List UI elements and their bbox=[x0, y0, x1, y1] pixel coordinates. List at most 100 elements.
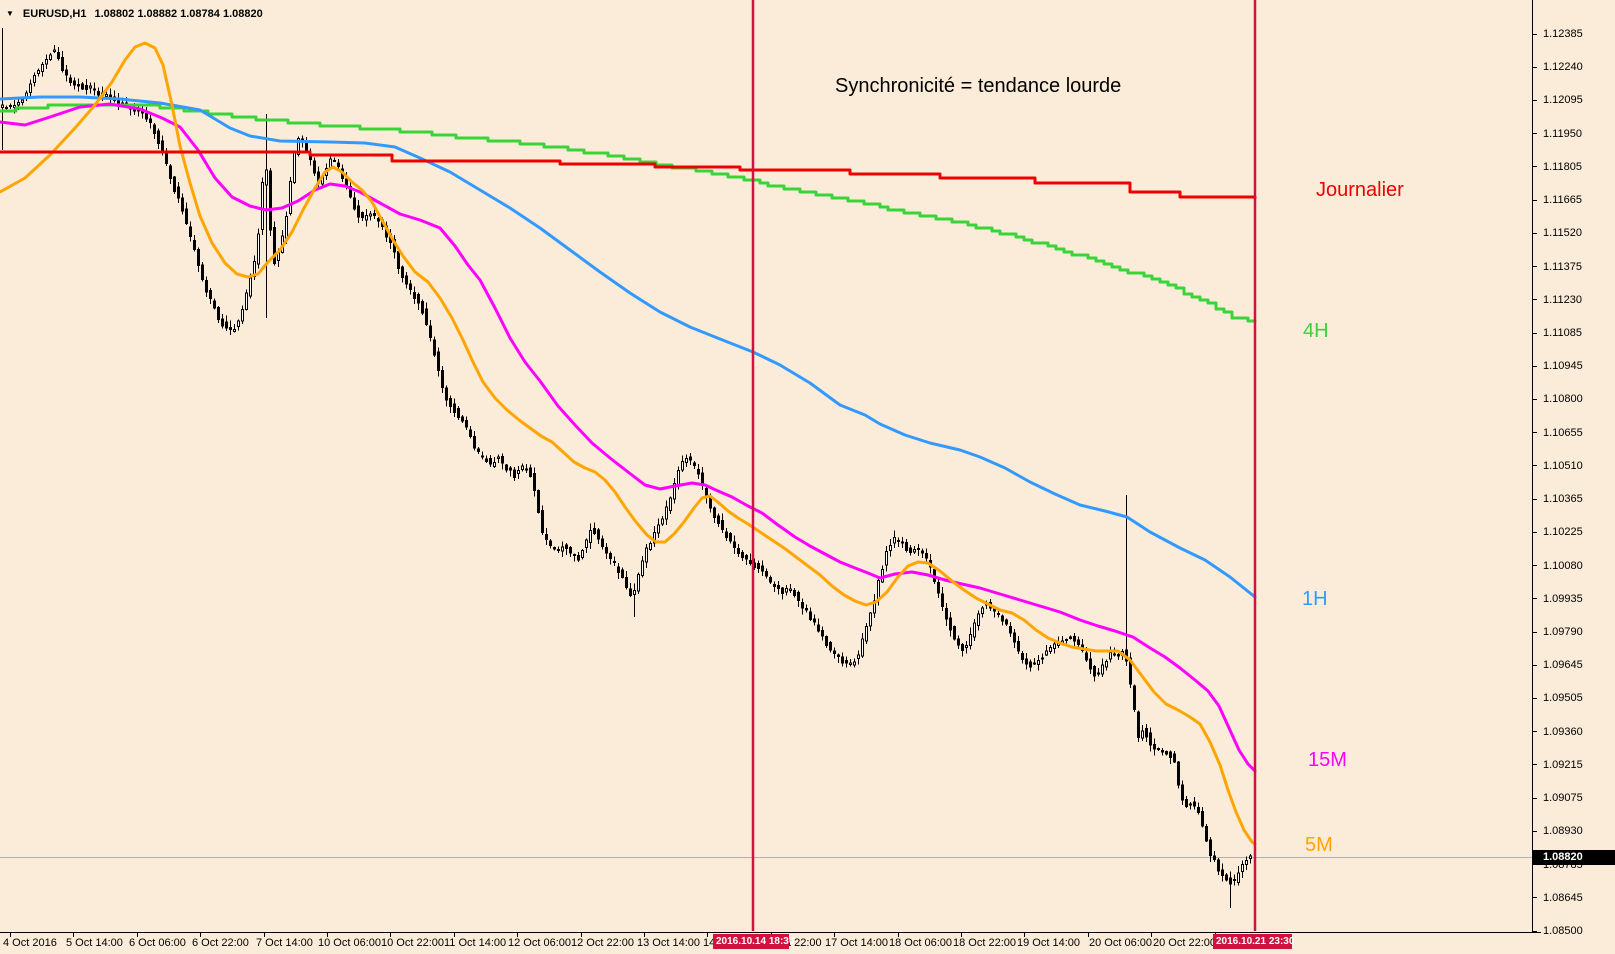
price-tick-mark bbox=[1532, 266, 1537, 268]
candle-down bbox=[745, 555, 748, 560]
ma-line-journalier bbox=[0, 150, 1257, 200]
candle-down bbox=[1097, 672, 1100, 675]
candle-down bbox=[481, 455, 484, 458]
candle-down bbox=[217, 307, 220, 320]
price-tick-label: 1.10225 bbox=[1543, 526, 1583, 539]
time-tick-label: 20 Oct 22:00 bbox=[1153, 937, 1216, 949]
candle-down bbox=[769, 577, 772, 583]
candle-down bbox=[1017, 640, 1020, 652]
candle-down bbox=[1093, 666, 1096, 677]
time-tick-label: 13 Oct 14:00 bbox=[637, 937, 700, 949]
candle-down bbox=[625, 577, 628, 588]
candle-down bbox=[841, 656, 844, 664]
candle-up bbox=[289, 180, 292, 214]
candle-down bbox=[629, 588, 632, 597]
candle-up bbox=[1041, 657, 1044, 660]
candle-down bbox=[1201, 810, 1204, 827]
candle-up bbox=[261, 182, 264, 230]
candle-up bbox=[249, 277, 252, 297]
price-tick-label: 1.08645 bbox=[1543, 891, 1583, 904]
candle-down bbox=[505, 464, 508, 471]
candle-up bbox=[917, 548, 920, 551]
candle-down bbox=[213, 300, 216, 309]
candle-down bbox=[921, 550, 924, 554]
candle-down bbox=[1197, 806, 1200, 813]
candle-up bbox=[285, 216, 288, 239]
time-tick-mark bbox=[200, 933, 202, 937]
time-axis[interactable]: 4 Oct 2016 5 Oct 14:00 6 Oct 06:00 6 Oct 22… bbox=[0, 933, 1615, 954]
candle-down bbox=[397, 250, 400, 269]
candle-down bbox=[793, 590, 796, 596]
price-tick-label: 1.10080 bbox=[1543, 559, 1583, 572]
ma-line-1h bbox=[0, 95, 1257, 599]
candle-down bbox=[313, 160, 316, 174]
candle-down bbox=[717, 515, 720, 525]
candle-up bbox=[865, 626, 868, 642]
candle-down bbox=[993, 608, 996, 612]
price-tick-mark bbox=[1532, 232, 1537, 234]
time-tick-label: 6 Oct 22:00 bbox=[192, 937, 249, 949]
candle-up bbox=[893, 537, 896, 544]
candle-down bbox=[273, 227, 276, 265]
time-tick-label: 18 Oct 22:00 bbox=[953, 937, 1016, 949]
candle-down bbox=[741, 552, 744, 558]
price-tick-label: 1.10655 bbox=[1543, 426, 1583, 439]
time-tick-mark bbox=[1151, 933, 1153, 937]
price-axis[interactable]: 1.12385 1.12240 1.12095 1.11950 1.11805 1.116… bbox=[1532, 0, 1615, 937]
candle-down bbox=[937, 581, 940, 594]
candle-down bbox=[1069, 636, 1072, 639]
price-tick-mark bbox=[1532, 398, 1537, 400]
price-tick-label: 1.10945 bbox=[1543, 360, 1583, 373]
candle-down bbox=[713, 507, 716, 518]
time-tick-label: 18 Oct 06:00 bbox=[889, 937, 952, 949]
price-tick-mark bbox=[1532, 598, 1537, 600]
candle-up bbox=[293, 152, 296, 184]
candle-down bbox=[905, 541, 908, 551]
candle-up bbox=[653, 531, 656, 544]
candle-down bbox=[945, 607, 948, 620]
time-tick-label: 14 bbox=[703, 937, 716, 949]
candle-up bbox=[849, 662, 852, 665]
candle-down bbox=[725, 531, 728, 539]
candle-up bbox=[637, 573, 640, 592]
chevron-down-icon[interactable]: ▼ bbox=[6, 9, 14, 18]
candle-down bbox=[1029, 661, 1032, 668]
price-tick-label: 1.10510 bbox=[1543, 459, 1583, 472]
candle-down bbox=[737, 547, 740, 554]
candle-down bbox=[1209, 839, 1212, 856]
event-time-badge[interactable]: 2016.10.14 18:30 bbox=[713, 934, 794, 949]
candle-up bbox=[633, 590, 636, 596]
candle-up bbox=[1033, 662, 1036, 665]
event-time-badge[interactable]: 2016.10.21 23:30 bbox=[1213, 934, 1294, 949]
candle-down bbox=[565, 544, 568, 549]
candle-down bbox=[689, 456, 692, 461]
price-tick-label: 1.09075 bbox=[1543, 792, 1583, 805]
price-tick-label: 1.12095 bbox=[1543, 94, 1583, 107]
candle-down bbox=[941, 593, 944, 607]
candle-up bbox=[981, 607, 984, 614]
candle-up bbox=[869, 612, 872, 627]
candle-up bbox=[33, 75, 36, 84]
price-tick-mark bbox=[1532, 33, 1537, 35]
candle-up bbox=[857, 654, 860, 659]
candle-down bbox=[765, 571, 768, 577]
candle-down bbox=[165, 151, 168, 164]
candle-up bbox=[233, 329, 236, 333]
time-tick-mark bbox=[1024, 933, 1026, 937]
candle-down bbox=[489, 458, 492, 465]
candle-down bbox=[749, 560, 752, 565]
candle-down bbox=[1009, 625, 1012, 634]
time-tick-label: t 22:00 bbox=[788, 937, 822, 949]
price-tick-mark bbox=[1532, 465, 1537, 467]
candle-down bbox=[85, 84, 88, 91]
price-tick-label: 1.09645 bbox=[1543, 659, 1583, 672]
candle-down bbox=[1193, 801, 1196, 807]
time-tick-mark bbox=[707, 933, 709, 937]
price-chart[interactable] bbox=[0, 0, 1532, 932]
time-tick-label: 4 Oct 2016 bbox=[3, 937, 57, 949]
candle-down bbox=[1137, 711, 1140, 739]
price-tick-label: 1.11520 bbox=[1543, 227, 1582, 240]
candle-down bbox=[421, 301, 424, 314]
candle-down bbox=[185, 208, 188, 224]
